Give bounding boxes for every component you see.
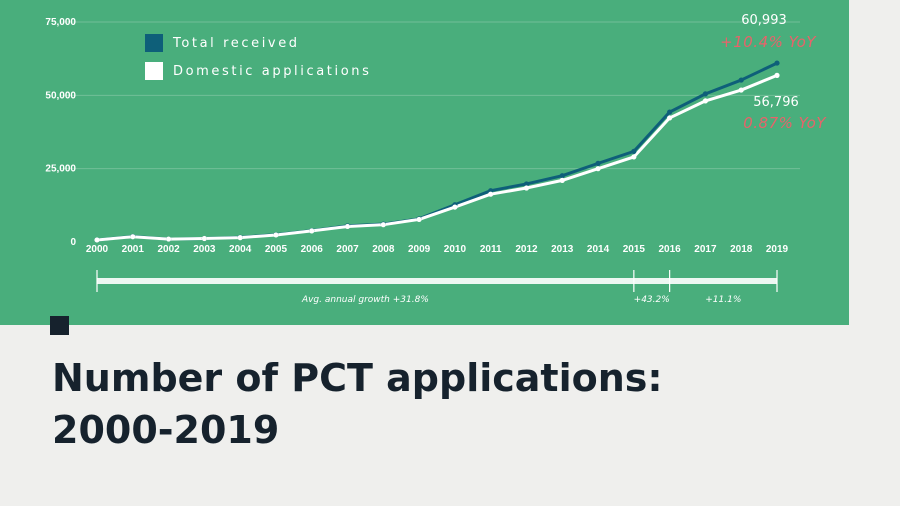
y-tick-label: 75,000 — [45, 17, 76, 28]
data-point — [94, 237, 100, 243]
x-tick-label: 2001 — [122, 244, 145, 255]
legend-label-total: Total received — [172, 36, 300, 51]
x-tick-label: 2000 — [86, 244, 109, 255]
data-point — [559, 173, 565, 179]
x-tick-label: 2010 — [444, 244, 467, 255]
data-point — [380, 222, 386, 228]
end-value-total: 60,993 — [741, 13, 787, 28]
legend-swatch-total — [145, 34, 163, 52]
data-point — [667, 109, 673, 115]
chart-panel — [0, 0, 849, 325]
x-tick-label: 2008 — [372, 244, 395, 255]
data-point — [738, 87, 744, 93]
y-tick-label: 25,000 — [45, 164, 76, 175]
data-point — [523, 181, 530, 187]
growth-label: +11.1% — [705, 295, 741, 305]
data-point — [702, 91, 709, 97]
growth-label: Avg. annual growth +31.8% — [301, 295, 429, 305]
data-point — [165, 236, 172, 242]
x-tick-label: 2017 — [694, 244, 717, 255]
x-tick-label: 2012 — [515, 244, 538, 255]
data-point — [452, 204, 458, 210]
x-tick-label: 2019 — [766, 244, 789, 255]
line-chart: 0 25,000 50,000 75,000 2000 2001 2002 2003 2004 2… — [45, 13, 827, 305]
data-point — [309, 228, 315, 234]
data-point — [738, 77, 744, 83]
data-point — [595, 166, 601, 172]
x-tick-label: 2009 — [408, 244, 431, 255]
page-title: Number of PCT applications: 2000-2019 — [52, 352, 663, 456]
legend-label-domestic: Domestic applications — [173, 64, 371, 79]
end-value-domestic: 56,796 — [753, 95, 799, 110]
x-tick-label: 2007 — [336, 244, 359, 255]
data-point — [130, 234, 136, 240]
legend-swatch-domestic — [145, 62, 163, 80]
growth-bar — [97, 278, 777, 284]
x-tick-label: 2005 — [265, 244, 288, 255]
x-tick-label: 2013 — [551, 244, 574, 255]
x-tick-label: 2015 — [623, 244, 646, 255]
y-tick-label: 0 — [70, 237, 76, 248]
y-tick-label: 50,000 — [45, 90, 76, 101]
x-tick-label: 2018 — [730, 244, 753, 255]
end-yoy-total: +10.4% YoY — [720, 33, 817, 51]
x-tick-label: 2002 — [157, 244, 180, 255]
data-point — [488, 191, 494, 197]
data-point — [667, 115, 673, 121]
data-point — [702, 98, 709, 104]
data-point — [344, 223, 351, 230]
data-point — [523, 185, 530, 191]
title-marker — [50, 316, 69, 335]
data-point — [631, 148, 637, 154]
end-yoy-domestic: 0.87% YoY — [743, 114, 827, 132]
page-title-line-2: 2000-2019 — [52, 408, 280, 452]
x-tick-label: 2016 — [659, 244, 682, 255]
data-point — [273, 232, 279, 238]
x-tick-label: 2014 — [587, 244, 610, 255]
x-tick-label: 2004 — [229, 244, 252, 255]
x-tick-label: 2006 — [301, 244, 324, 255]
data-point — [631, 154, 637, 160]
data-point — [559, 177, 565, 183]
data-point — [237, 235, 243, 241]
data-point — [201, 235, 207, 242]
data-point — [774, 72, 780, 78]
x-tick-label: 2003 — [193, 244, 216, 255]
data-point — [595, 160, 601, 166]
data-point — [774, 60, 780, 66]
growth-label: +43.2% — [634, 295, 670, 305]
page-title-line-1: Number of PCT applications: — [52, 356, 663, 400]
data-point — [416, 216, 422, 223]
series-line-domestic — [96, 74, 778, 242]
x-tick-label: 2011 — [480, 244, 502, 255]
